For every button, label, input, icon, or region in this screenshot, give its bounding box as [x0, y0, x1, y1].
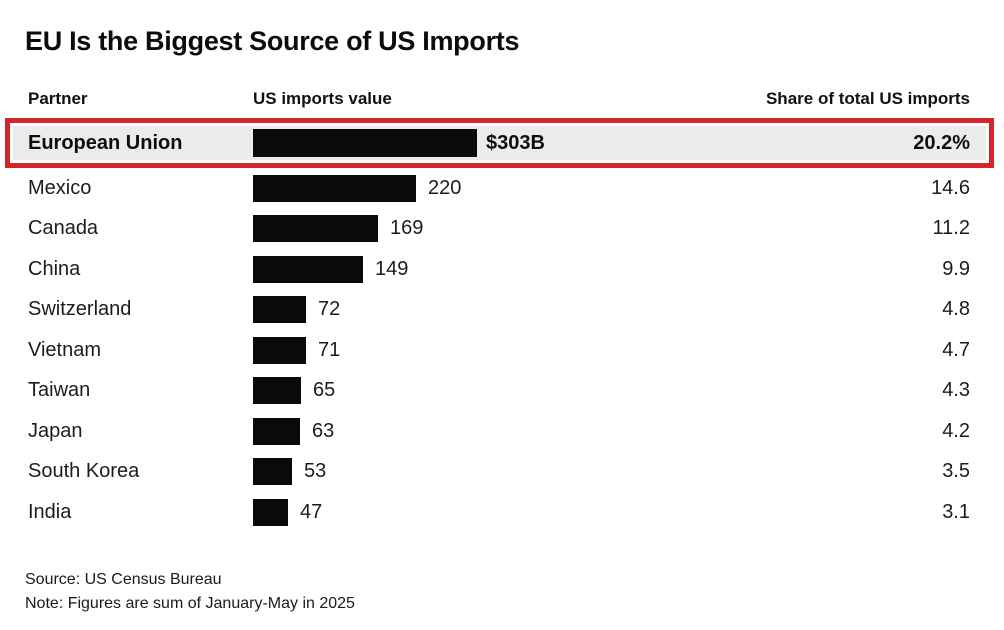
table-row: China 149 9.9	[0, 249, 1004, 290]
page-title: EU Is the Biggest Source of US Imports	[25, 26, 520, 56]
table-row: Japan 63 4.2	[0, 411, 1004, 452]
table-row: Canada 169 11.2	[0, 209, 1004, 250]
bar-cell: 71	[253, 330, 942, 371]
share-value: 20.2%	[913, 131, 970, 154]
share-value: 3.5	[942, 460, 970, 483]
chart-rows: European Union $303B 20.2% Mexico 220 14…	[0, 118, 1004, 533]
table-row: European Union $303B 20.2%	[13, 126, 986, 160]
bar-cell: 63	[253, 411, 942, 452]
share-value: 4.7	[942, 338, 970, 361]
bar-cell: 47	[253, 492, 942, 533]
imports-value-bar	[253, 296, 306, 324]
imports-value-bar	[253, 215, 378, 243]
bar-cell: 72	[253, 290, 942, 331]
table-row: Mexico 220 14.6	[0, 168, 1004, 209]
column-header-share: Share of total US imports	[765, 89, 970, 108]
partner-label: Vietnam	[28, 338, 102, 361]
imports-value-label: 220	[428, 176, 462, 199]
imports-value-label: 53	[304, 460, 327, 483]
bar-cell: 65	[253, 371, 942, 412]
imports-value-bar	[253, 458, 292, 486]
share-value: 9.9	[942, 257, 970, 280]
imports-value-bar	[253, 377, 301, 405]
share-value: 14.6	[931, 176, 970, 199]
partner-label: China	[28, 257, 81, 280]
table-row: Taiwan 65 4.3	[0, 371, 1004, 412]
imports-value-label: 169	[390, 217, 424, 240]
partner-label: Canada	[28, 217, 99, 240]
import-bar-chart: EU Is the Biggest Source of US Imports P…	[0, 26, 1004, 630]
table-row: Switzerland 72 4.8	[0, 290, 1004, 331]
share-value: 4.8	[942, 298, 970, 321]
column-header-imports-value: US imports value	[253, 89, 392, 108]
imports-value-label: 72	[318, 298, 341, 321]
imports-value-label: 47	[300, 500, 323, 523]
imports-value-bar	[253, 129, 477, 157]
bar-cell: $303B	[253, 126, 913, 160]
partner-label: Mexico	[28, 176, 92, 199]
imports-value-label: 149	[375, 257, 409, 280]
bar-cell: 149	[253, 249, 942, 290]
share-value: 3.1	[942, 500, 970, 523]
bar-cell: 53	[253, 452, 942, 493]
imports-value-label: $303B	[486, 131, 545, 154]
table-row: South Korea 53 3.5	[0, 452, 1004, 493]
partner-label: Switzerland	[28, 298, 132, 321]
bar-cell: 220	[253, 168, 931, 209]
table-header-row: Partner US imports value Share of total …	[0, 89, 1004, 109]
figures-note: Note: Figures are sum of January-May in …	[25, 594, 355, 612]
share-value: 4.3	[942, 379, 970, 402]
imports-value-label: 63	[312, 419, 335, 442]
chart-footer: Source: US Census Bureau Note: Figures a…	[25, 568, 1004, 616]
imports-value-bar	[253, 417, 300, 445]
share-value: 4.2	[942, 419, 970, 442]
imports-value-bar	[253, 255, 363, 283]
partner-label: European Union	[28, 131, 183, 154]
imports-value-bar	[253, 498, 288, 526]
imports-value-label: 65	[313, 379, 336, 402]
bar-cell: 169	[253, 209, 933, 250]
partner-label: South Korea	[28, 460, 140, 483]
imports-value-label: 71	[318, 338, 341, 361]
imports-value-bar	[253, 336, 306, 364]
partner-label: Taiwan	[28, 379, 91, 402]
table-row: India 47 3.1	[0, 492, 1004, 533]
imports-value-bar	[253, 174, 416, 202]
column-header-partner: Partner	[28, 89, 88, 108]
partner-label: Japan	[28, 419, 83, 442]
table-row: Vietnam 71 4.7	[0, 330, 1004, 371]
share-value: 11.2	[932, 217, 970, 240]
partner-label: India	[28, 500, 72, 523]
highlight-frame: European Union $303B 20.2%	[5, 118, 994, 168]
source-note: Source: US Census Bureau	[25, 570, 222, 588]
